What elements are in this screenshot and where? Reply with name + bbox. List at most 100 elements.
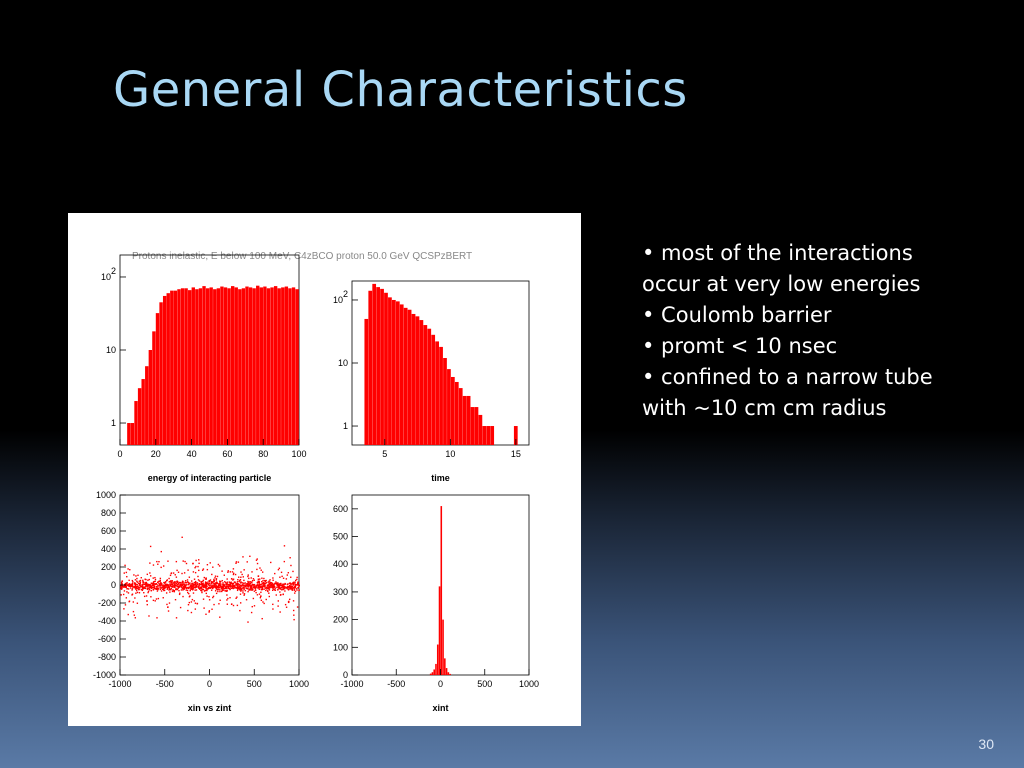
scatter-point — [219, 589, 221, 591]
histogram-bar — [270, 287, 274, 445]
scatter-point — [208, 611, 210, 613]
scatter-point — [183, 572, 186, 574]
scatter-point — [146, 584, 149, 586]
scatter-point — [141, 584, 144, 587]
scatter-point — [125, 585, 128, 587]
scatter-point — [126, 575, 128, 578]
scatter-point — [206, 589, 208, 592]
scatter-point — [251, 588, 253, 590]
scatter-point — [289, 582, 292, 585]
scatter-point — [252, 586, 255, 589]
scatter-point — [222, 582, 224, 584]
scatter-point — [208, 586, 210, 589]
plot-panel-1 — [119, 254, 300, 446]
scatter-point — [138, 582, 140, 585]
scatter-point — [256, 585, 258, 587]
scatter-point — [236, 584, 238, 586]
scatter-point — [288, 588, 290, 590]
scatter-point — [139, 584, 141, 587]
scatter-point — [189, 589, 191, 592]
plot-panel-4 — [351, 494, 530, 676]
scatter-point — [157, 581, 159, 583]
scatter-point — [216, 575, 219, 578]
scatter-point — [250, 584, 252, 587]
scatter-point — [158, 582, 160, 585]
scatter-point — [243, 593, 246, 595]
scatter-point — [142, 587, 144, 590]
scatter-point — [190, 580, 193, 582]
scatter-point — [159, 577, 162, 580]
scatter-point — [239, 579, 242, 581]
x-tick-label: -1000 — [340, 679, 363, 689]
scatter-point — [280, 571, 283, 574]
histogram-bar — [277, 288, 281, 445]
scatter-point — [227, 570, 229, 572]
scatter-point — [173, 589, 176, 592]
scatter-point — [230, 587, 233, 590]
scatter-point — [136, 583, 138, 586]
scatter-point — [136, 587, 138, 590]
scatter-point — [152, 581, 155, 584]
scatter-point — [179, 584, 182, 587]
scatter-point — [236, 587, 239, 590]
scatter-point — [165, 580, 168, 582]
scatter-point — [167, 610, 170, 612]
scatter-point — [200, 589, 202, 592]
scatter-point — [226, 582, 228, 584]
scatter-point — [222, 589, 224, 591]
scatter-point — [228, 583, 230, 586]
scatter-point — [239, 587, 242, 590]
scatter-point — [265, 598, 267, 601]
x-tick-label: 60 — [222, 449, 232, 459]
scatter-point — [209, 584, 212, 586]
scatter-point — [253, 605, 256, 607]
scatter-point — [142, 579, 144, 582]
scatter-point — [158, 560, 160, 563]
scatter-point — [167, 560, 169, 562]
scatter-point — [135, 592, 137, 594]
scatter-point — [203, 576, 205, 579]
scatter-point — [290, 585, 293, 587]
scatter-point — [247, 580, 249, 583]
scatter-point — [138, 588, 140, 591]
scatter-point — [296, 589, 298, 591]
x-tick-label: 0 — [438, 679, 443, 689]
scatter-point — [232, 584, 235, 586]
scatter-point — [247, 574, 249, 576]
scatter-point — [201, 590, 203, 592]
histogram-bar — [195, 289, 199, 445]
scatter-point — [184, 560, 186, 563]
scatter-point — [272, 588, 275, 590]
histogram-bar — [454, 381, 459, 445]
scatter-point — [275, 581, 277, 583]
scatter-point — [215, 582, 218, 584]
scatter-point — [177, 582, 180, 585]
scatter-point — [264, 580, 266, 582]
scatter-point — [268, 580, 270, 582]
scatter-point — [180, 589, 183, 591]
histogram-bar — [388, 297, 392, 445]
x-axis-title: xint — [432, 703, 448, 713]
histogram-bar — [162, 295, 167, 445]
scatter-point — [241, 573, 243, 576]
scatter-point — [168, 589, 170, 591]
histogram-bar — [513, 426, 518, 445]
scatter-point — [200, 582, 203, 584]
histogram-bar — [177, 289, 181, 445]
scatter-point — [257, 583, 259, 586]
scatter-point — [177, 587, 179, 589]
scatter-point — [171, 586, 174, 588]
scatter-point — [161, 588, 164, 591]
scatter-point — [265, 589, 267, 592]
scatter-point — [281, 584, 283, 586]
histogram-bar — [127, 423, 131, 445]
scatter-point — [202, 579, 205, 582]
scatter-point — [223, 583, 225, 586]
scatter-point — [191, 598, 194, 601]
scatter-point — [131, 584, 133, 586]
scatter-point — [241, 584, 243, 586]
scatter-point — [145, 595, 148, 597]
scatter-point — [200, 586, 203, 589]
scatter-point — [263, 588, 265, 590]
scatter-point — [162, 588, 165, 590]
